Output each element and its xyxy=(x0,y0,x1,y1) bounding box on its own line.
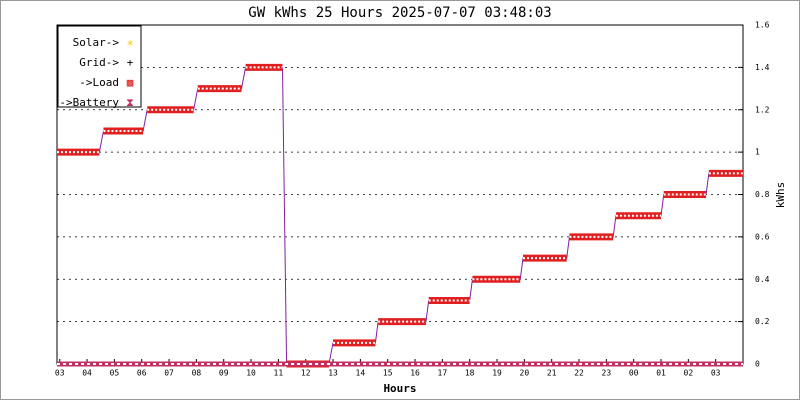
y-tick-label: 0.6 xyxy=(755,232,770,241)
x-tick-label: 12 xyxy=(301,369,311,378)
legend-symbol: ✳ xyxy=(127,36,134,49)
x-tick-label: 15 xyxy=(383,369,393,378)
y-axis-label: kWhs xyxy=(774,182,787,209)
y-tick-label: 1.2 xyxy=(755,105,770,114)
y-tick-label: 0 xyxy=(755,360,760,369)
x-tick-label: 23 xyxy=(602,369,612,378)
legend-symbol: + xyxy=(127,56,134,69)
x-tick-label: 10 xyxy=(246,369,256,378)
x-tick-label: 06 xyxy=(137,369,147,378)
x-tick-label: 04 xyxy=(82,369,92,378)
y-tick-label: 0.8 xyxy=(755,190,770,199)
y-tick-label: 1.6 xyxy=(755,21,770,30)
legend: Solar-> ✳ Grid-> + ->Load ▩ ->Battery ⧗ xyxy=(57,25,142,109)
x-tick-label: 17 xyxy=(438,369,448,378)
legend-box xyxy=(57,25,142,108)
y-tick-label: 1.4 xyxy=(755,63,770,72)
x-tick-label: 14 xyxy=(356,369,366,378)
x-axis-label: Hours xyxy=(383,382,416,395)
x-tick-label: 18 xyxy=(465,369,475,378)
x-tick-label: 00 xyxy=(629,369,639,378)
x-tick-label: 01 xyxy=(656,369,666,378)
legend-label: ->Battery xyxy=(59,96,119,109)
legend-symbol: ▩ xyxy=(127,76,134,89)
x-tick-label: 02 xyxy=(684,369,694,378)
legend-label: Solar-> xyxy=(73,36,120,49)
y-tick-label: 0.4 xyxy=(755,275,770,284)
x-tick-label: 08 xyxy=(192,369,202,378)
y-tick-label: 0.2 xyxy=(755,317,770,326)
x-tick-label: 03 xyxy=(55,369,65,378)
x-tick-label: 19 xyxy=(492,369,502,378)
x-tick-label: 13 xyxy=(328,369,338,378)
chart-title: GW kWhs 25 Hours 2025-07-07 03:48:03 xyxy=(248,5,551,21)
x-tick-label: 21 xyxy=(547,369,557,378)
x-tick-label: 05 xyxy=(110,369,120,378)
x-tick-label: 09 xyxy=(219,369,229,378)
x-tick-label: 03 xyxy=(711,369,721,378)
legend-label: ->Load xyxy=(79,76,119,89)
y-tick-label: 1 xyxy=(755,148,760,157)
legend-symbol: ⧗ xyxy=(126,96,134,109)
x-tick-label: 11 xyxy=(274,369,284,378)
x-tick-label: 07 xyxy=(164,369,174,378)
legend-label: Grid-> xyxy=(79,56,119,69)
x-tick-label: 20 xyxy=(520,369,530,378)
x-tick-label: 16 xyxy=(410,369,420,378)
x-tick-label: 22 xyxy=(574,369,584,378)
